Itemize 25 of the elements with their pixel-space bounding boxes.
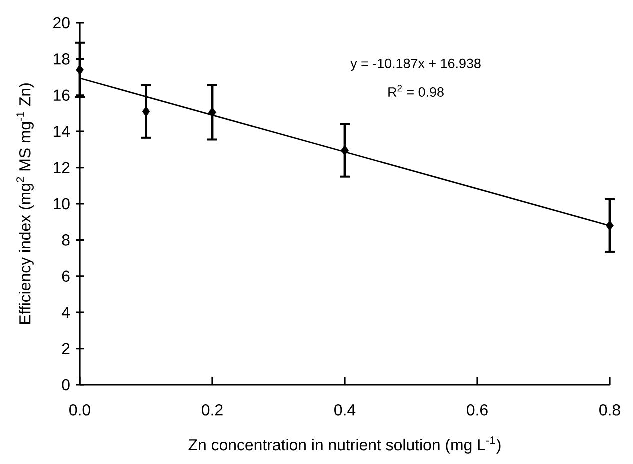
y-tick-label: 14	[54, 126, 70, 138]
y-tick-label: 18	[54, 54, 70, 65]
point	[142, 106, 150, 117]
x-tick-label: 0.6	[467, 404, 488, 416]
y-tick-label: 12	[54, 162, 70, 174]
annotation: y = -10.187x + 16.938	[350, 58, 481, 72]
point	[208, 107, 216, 118]
y-tick-label: 2	[62, 343, 70, 354]
y-tick-label: 20	[54, 17, 70, 29]
x-tick-label: 0.0	[70, 404, 90, 416]
annotation: R$^{2}$ = 0.98	[388, 85, 444, 98]
x-tick-label: 0.4	[334, 404, 356, 416]
y-tick-label: 8	[62, 234, 70, 246]
y-tick-label: 0	[62, 379, 70, 391]
x-tick-label: 0.2	[202, 404, 223, 416]
x-tick-label: 0.8	[600, 404, 620, 416]
y-tick-label: 6	[62, 270, 70, 282]
point	[76, 64, 84, 76]
y-axis-title: Efficiency index (mg$^{2}$ MS mg$^{-1}$ Zn)	[16, 84, 34, 324]
y-tick-label: 10	[54, 198, 70, 210]
y-tick-label: 4	[62, 307, 70, 318]
point	[341, 145, 349, 156]
point	[606, 220, 614, 231]
x-axis-title: Zn concentration in nutrient solution (mg L$^{-1}$)	[188, 436, 501, 454]
y-tick-label: 16	[54, 90, 70, 102]
